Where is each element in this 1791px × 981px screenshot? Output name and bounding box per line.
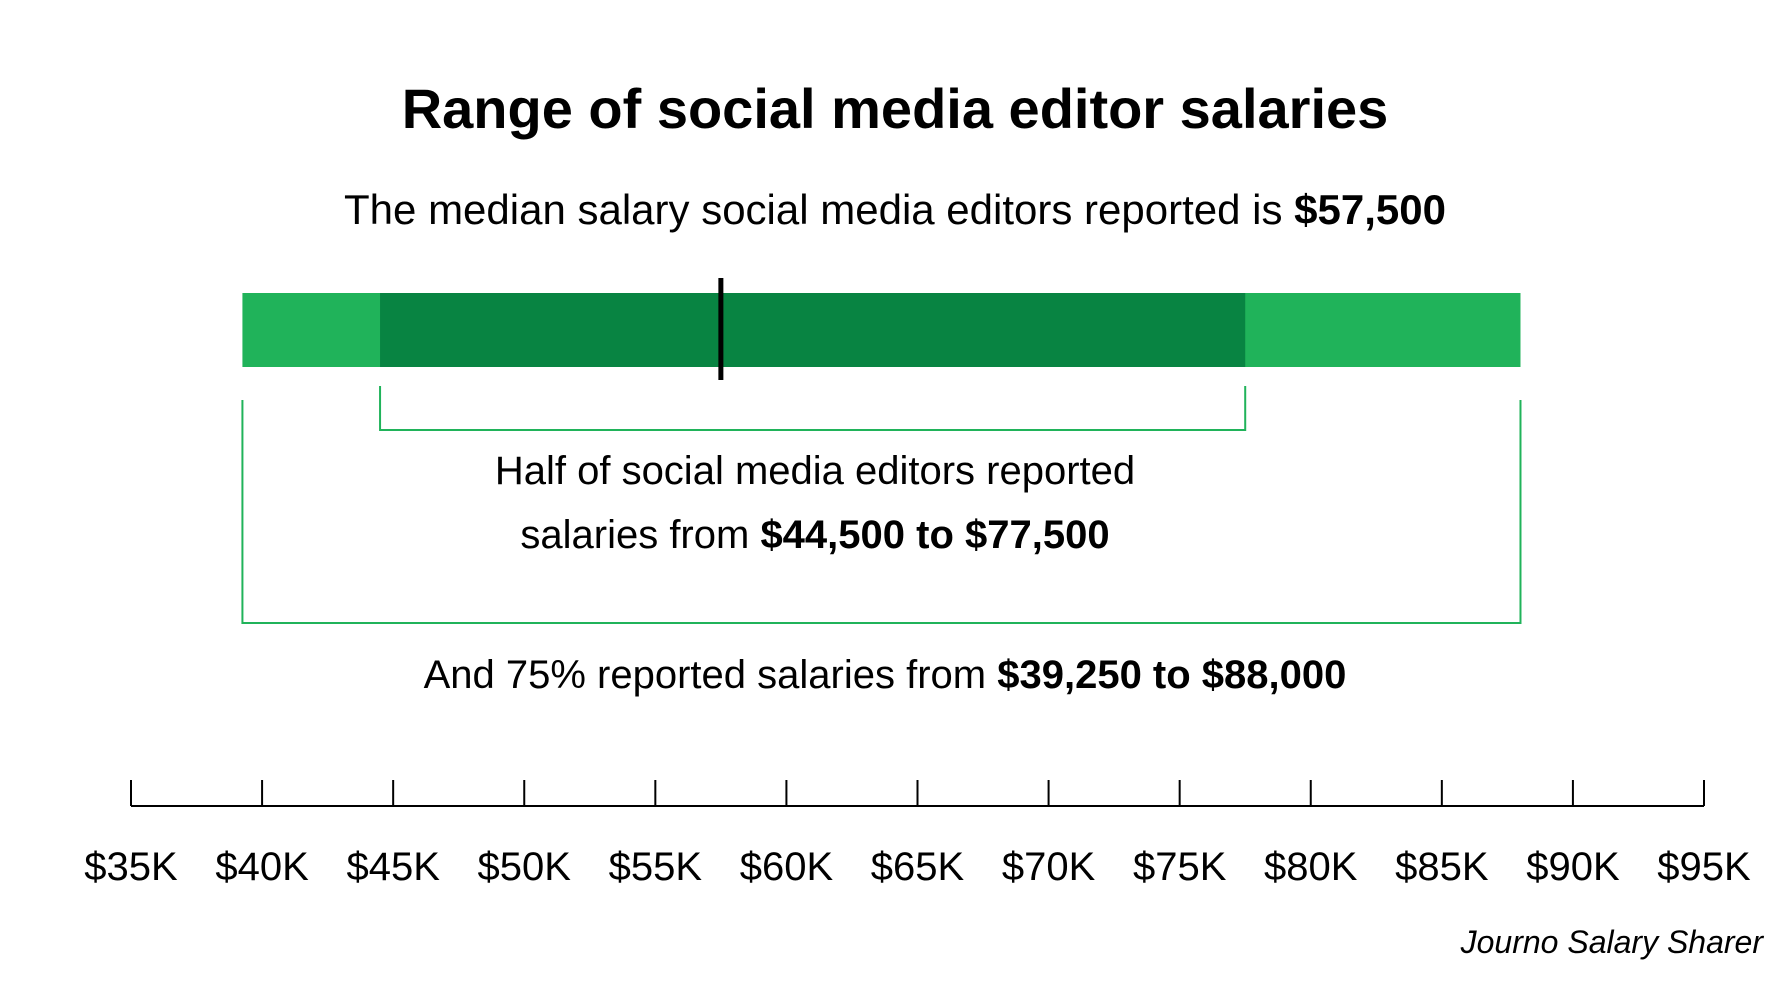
subtitle-text: The median salary social media editors r… <box>344 186 1294 233</box>
axis-tick-label: $50K <box>478 845 572 889</box>
range-brackets <box>241 386 1522 624</box>
axis-tick-label: $90K <box>1526 845 1620 889</box>
outer-range-value-text: $39,250 to $88,000 <box>997 653 1346 697</box>
axis-tick-label: $55K <box>609 845 703 889</box>
inner-range-value-text: $44,500 to $77,500 <box>760 513 1109 557</box>
axis-tick-label: $85K <box>1395 845 1489 889</box>
axis-tick-label: $70K <box>1002 845 1096 889</box>
axis-tick-label: $40K <box>215 845 309 889</box>
axis-tick-label: $95K <box>1657 845 1751 889</box>
inner-range-label-line2: salaries from $44,500 to $77,500 <box>520 513 1109 557</box>
median-value-text: $57,500 <box>1294 186 1446 233</box>
axis-tick-label: $45K <box>346 845 440 889</box>
inner-range-label-prefix: salaries from <box>520 513 760 557</box>
outer-range-label-prefix: And 75% reported salaries from <box>424 653 998 697</box>
inner-range-bar <box>380 293 1246 367</box>
outer-range-bracket <box>241 400 1522 624</box>
axis-tick-label: $65K <box>871 845 965 889</box>
axis-tick-label: $60K <box>740 845 834 889</box>
inner-range-bracket <box>379 386 1247 431</box>
axis-tick-label: $75K <box>1133 845 1227 889</box>
chart-title: Range of social media editor salaries <box>402 77 1389 140</box>
chart-subtitle: The median salary social media editors r… <box>344 186 1446 233</box>
inner-range-label-line1: Half of social media editors reported <box>495 449 1135 493</box>
outer-range-label: And 75% reported salaries from $39,250 t… <box>424 653 1347 697</box>
axis-tick-label: $35K <box>84 845 178 889</box>
salary-axis: $35K $40K $45K $50K $55K $60K $65K $70K $75K $80K… <box>84 780 1751 889</box>
range-bars <box>242 278 1521 380</box>
axis-tick-label: $80K <box>1264 845 1358 889</box>
source-credit: Journo Salary Sharer <box>1460 924 1765 960</box>
